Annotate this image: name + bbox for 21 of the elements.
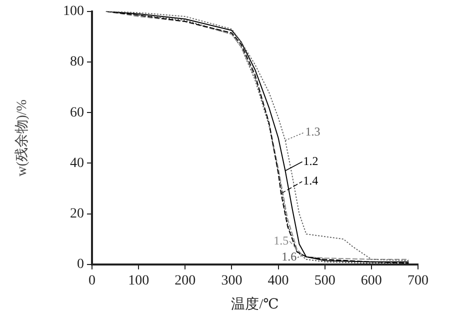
x-tick-label: 600 (360, 273, 382, 288)
y-tick-label: 0 (77, 257, 84, 272)
x-tick-label: 100 (128, 273, 150, 288)
x-axis-title: 温度/℃ (231, 296, 279, 312)
y-tick-label: 20 (70, 206, 84, 222)
y-tick-label: 80 (70, 54, 84, 70)
y-tick-label: 100 (63, 4, 84, 20)
x-tick-label: 300 (221, 273, 242, 288)
x-tick-label: 400 (268, 273, 289, 288)
legend-label: 1.4 (303, 174, 318, 188)
y-tick-label: 60 (70, 105, 84, 120)
legend-label: 1.2 (303, 154, 318, 168)
legend-label: 1.3 (305, 124, 320, 139)
x-tick-label: 500 (314, 273, 336, 288)
x-tick-label: 200 (174, 273, 196, 288)
series-label: 1.6 (282, 250, 297, 264)
x-tick-label: 0 (88, 273, 96, 288)
x-tick-label: 700 (408, 273, 428, 288)
y-tick-label: 40 (70, 156, 84, 171)
y-axis-title: w(残余物)/% (14, 99, 30, 176)
series-label: 1.5 (274, 233, 289, 248)
